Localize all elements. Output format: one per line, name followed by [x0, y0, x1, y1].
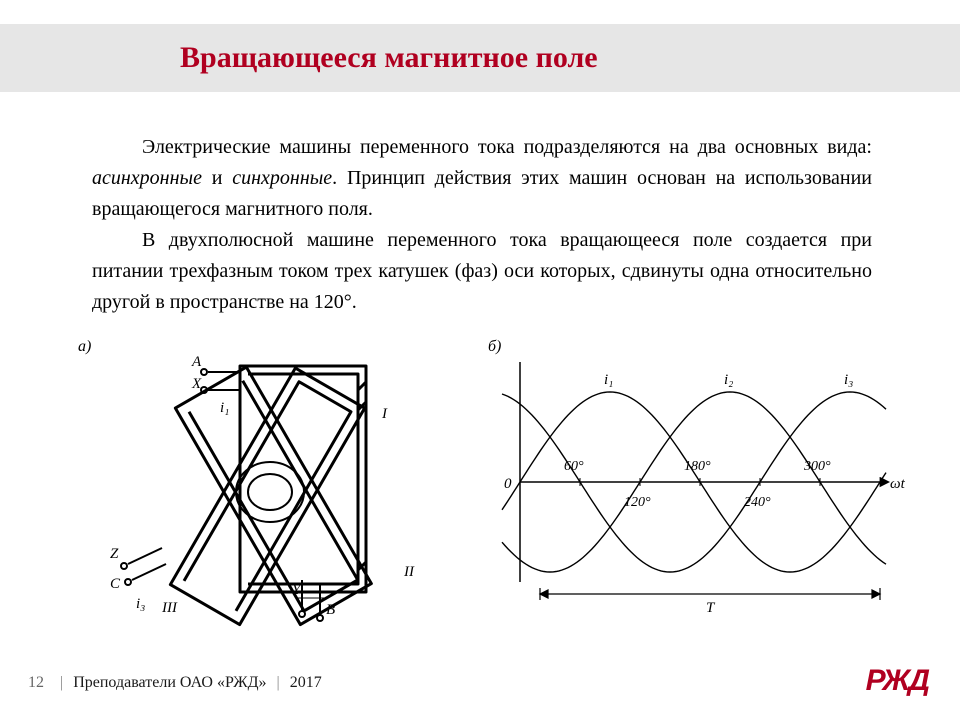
figA-label-X: X: [191, 376, 202, 392]
footer-teachers: Преподаватели ОАО «РЖД»: [73, 674, 266, 691]
tick-label-120: 120°: [624, 495, 651, 510]
title-band: Вращающееся магнитное поле: [0, 24, 960, 92]
figA-label-II: II: [403, 564, 415, 580]
figA-label-I: I: [381, 406, 388, 422]
footer-sep-1: |: [60, 674, 63, 691]
figure-b-svg: 0 ωt i₁ i₂ i₃ 60° 120° 180° 240° 300° T: [480, 332, 910, 632]
series-label-2: i₂: [724, 372, 733, 388]
figB-origin-label: 0: [504, 476, 512, 492]
tick-label-180: 180°: [684, 459, 711, 474]
panel-b-label: б): [488, 338, 501, 356]
paragraph-1: Электрические машины переменного тока по…: [92, 132, 872, 225]
panel-a-label: а): [78, 338, 91, 356]
figA-label-i1: i₁: [220, 400, 229, 416]
figure-b: б) 0 ωt i₁ i₂ i₃ 60° 120° 180° 240° 300°: [480, 332, 910, 632]
tick-label-300: 300°: [803, 459, 831, 474]
figA-label-A: A: [191, 354, 202, 370]
footer-year: 2017: [290, 674, 322, 691]
footer-sep-2: |: [277, 674, 280, 691]
p1-async: асинхронные: [92, 167, 202, 189]
p1-sync: синхронные: [232, 167, 332, 189]
body-text: Электрические машины переменного тока по…: [92, 132, 872, 318]
figB-period-label: T: [706, 600, 716, 616]
figA-label-III: III: [161, 600, 178, 616]
figure-a: а): [70, 332, 470, 632]
p1-a: Электрические машины переменного тока по…: [142, 136, 872, 158]
figures-row: а): [70, 332, 910, 632]
tick-label-240: 240°: [744, 495, 771, 510]
tick-label-60: 60°: [564, 459, 584, 474]
figA-label-Z: Z: [110, 546, 119, 562]
footer: 12 | Преподаватели ОАО «РЖД» | 2017: [28, 674, 322, 692]
figA-label-i3: i₃: [136, 596, 145, 612]
page-number: 12: [28, 674, 44, 691]
series-label-3: i₃: [844, 372, 853, 388]
figA-label-B: B: [326, 602, 335, 618]
figB-x-axis-label: ωt: [890, 476, 906, 492]
paragraph-2: В двухполюсной машине переменного тока в…: [92, 225, 872, 318]
rzd-logo: РЖД: [866, 664, 928, 698]
figure-a-svg: A X i₁ I II III Y B Z C i₃: [70, 332, 470, 632]
series-label-1: i₁: [604, 372, 613, 388]
p1-c: и: [202, 167, 232, 189]
figA-label-C: C: [110, 576, 121, 592]
page-title: Вращающееся магнитное поле: [180, 41, 598, 75]
